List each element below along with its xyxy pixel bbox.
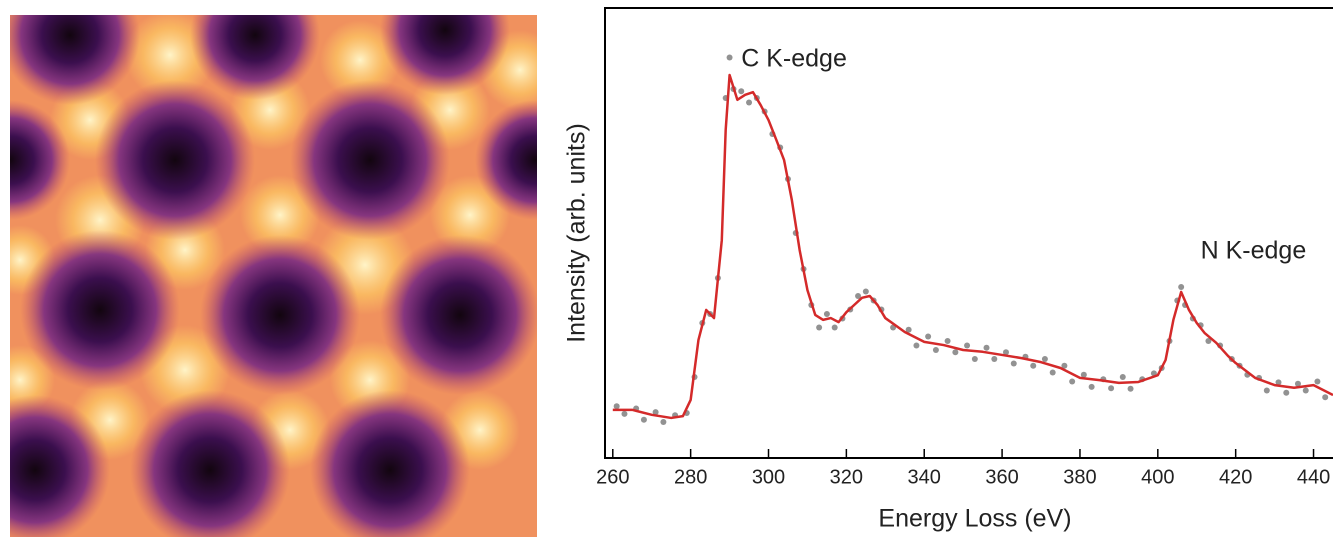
data-point bbox=[640, 416, 647, 423]
data-point bbox=[1314, 378, 1321, 385]
data-point bbox=[971, 356, 978, 362]
x-axis-label: Energy Loss (eV) bbox=[878, 505, 1071, 533]
data-point bbox=[925, 333, 932, 340]
x-tick-label: 300 bbox=[752, 466, 785, 488]
x-tick-label: 400 bbox=[1141, 466, 1174, 488]
annotation: C K-edge bbox=[741, 44, 847, 72]
data-point bbox=[823, 311, 830, 317]
data-point bbox=[905, 326, 912, 333]
data-point bbox=[862, 288, 869, 295]
x-tick-label: 340 bbox=[908, 466, 941, 488]
data-point bbox=[1002, 349, 1009, 356]
x-tick-label: 320 bbox=[830, 466, 863, 488]
x-tick-label: 260 bbox=[596, 466, 629, 488]
data-point bbox=[1030, 362, 1037, 369]
x-tick-label: 360 bbox=[985, 466, 1018, 488]
data-point bbox=[1041, 356, 1048, 362]
annotation: N K-edge bbox=[1201, 237, 1307, 265]
x-tick-label: 420 bbox=[1219, 466, 1252, 488]
data-point bbox=[855, 293, 862, 299]
data-point bbox=[932, 347, 939, 353]
data-point bbox=[1049, 369, 1056, 376]
data-point bbox=[1178, 284, 1185, 290]
data-point bbox=[726, 54, 733, 61]
data-point bbox=[1010, 360, 1017, 367]
data-point bbox=[1283, 389, 1290, 396]
data-point bbox=[983, 344, 990, 351]
data-point bbox=[738, 88, 745, 95]
data-point bbox=[1322, 394, 1329, 401]
data-point bbox=[613, 403, 620, 410]
data-point bbox=[1080, 371, 1087, 378]
x-tick-label: 280 bbox=[674, 466, 707, 488]
spectrum-line bbox=[612, 73, 1333, 420]
data-point bbox=[1263, 387, 1270, 394]
data-point bbox=[652, 409, 659, 416]
micrograph bbox=[10, 15, 537, 537]
data-point bbox=[913, 342, 920, 349]
data-point bbox=[1294, 380, 1301, 387]
data-point bbox=[831, 324, 838, 331]
y-axis-label: Intensity (arb. units) bbox=[563, 123, 591, 343]
data-point bbox=[991, 356, 998, 362]
data-point bbox=[1108, 385, 1115, 392]
plot-area bbox=[612, 54, 1333, 425]
data-point bbox=[746, 99, 753, 106]
data-point bbox=[660, 419, 667, 425]
data-point bbox=[1088, 383, 1095, 390]
data-point bbox=[621, 410, 628, 417]
data-point bbox=[944, 338, 951, 344]
data-point bbox=[1061, 362, 1068, 369]
data-point bbox=[816, 324, 823, 331]
data-point bbox=[1127, 385, 1134, 392]
data-point bbox=[1069, 378, 1076, 385]
data-point bbox=[1205, 338, 1212, 344]
data-point bbox=[1275, 379, 1282, 386]
data-point bbox=[1119, 374, 1126, 380]
data-point bbox=[1302, 387, 1309, 394]
data-point bbox=[964, 342, 971, 349]
x-tick-label: 380 bbox=[1063, 466, 1096, 488]
x-tick-label: 440 bbox=[1297, 466, 1330, 488]
data-point bbox=[952, 349, 959, 356]
plot-frame bbox=[604, 7, 1333, 459]
